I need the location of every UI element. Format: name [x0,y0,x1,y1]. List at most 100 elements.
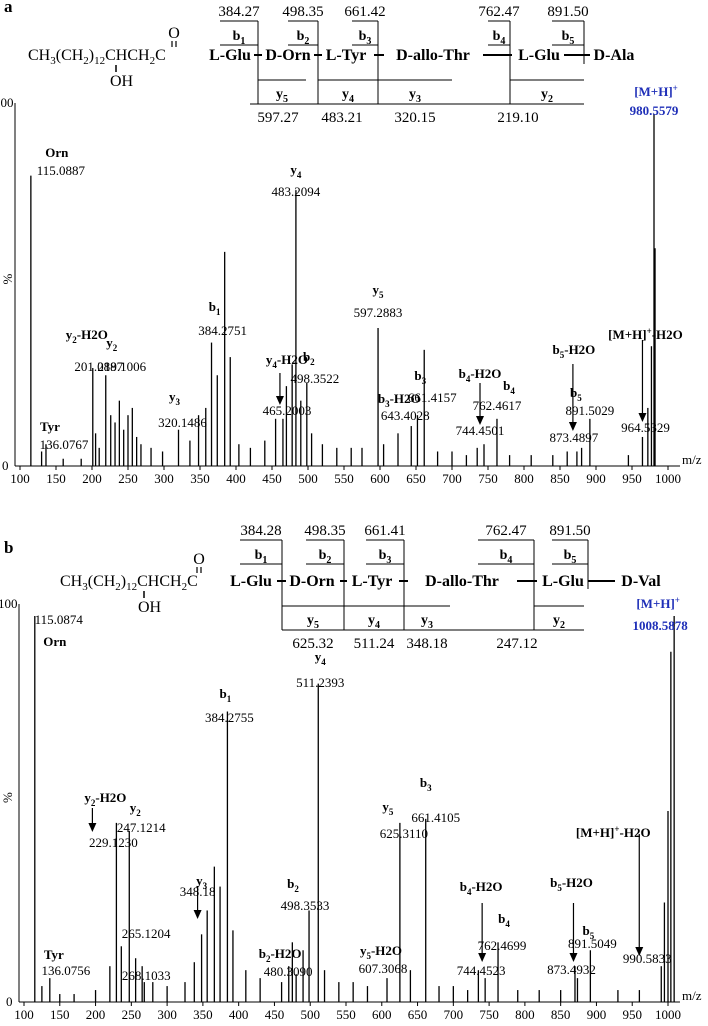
peak-ion-label: Tyr [44,947,64,962]
x-tick-label: 700 [442,471,462,486]
peak-mass-label: 661.4105 [411,810,460,825]
x-tick-label: 900 [587,1007,607,1022]
peak-ion-label: b3-H2O [378,391,421,409]
panel-label: b [4,538,13,557]
peak-arrow-head [193,910,202,919]
b-ion-label: b2 [319,548,332,566]
x-tick-label: 800 [515,1007,535,1022]
x-tick-label: 300 [157,1007,177,1022]
peak-ion-label: b5-H2O [550,875,593,893]
peak-mass-label: 247.1214 [117,820,166,835]
x-tick-label: 850 [551,1007,571,1022]
y-ion-mass: 511.24 [354,636,395,652]
fatty-acid-chain: CH3(CH2)12CHCH2C [28,47,166,67]
b-ion-mass: 498.35 [304,523,345,539]
peak-arrow-head [478,953,487,962]
peak-mass-label: 201.0887 [74,359,123,374]
b-ion-label: b3 [379,548,392,566]
peak-ion-label: b1 [209,299,221,317]
b-ion-label: b5 [562,29,575,47]
x-tick-label: 450 [265,1007,285,1022]
peak-ion-label: b5 [570,385,582,403]
y-ion-label: y2 [553,613,565,631]
peak-ion-label: y2-H2O [66,327,108,345]
b-ion-label: b5 [564,548,577,566]
b-ion-label: b1 [255,548,268,566]
x-tick-label: 250 [118,471,138,486]
panel-b: b CH3(CH2)12CHCH2C O OH L-Glu D-Orn L-Tyr D-all… [0,523,702,1022]
peak-mass-label: 384.2751 [198,323,247,338]
residue-4: D-allo-Thr [396,47,470,64]
x-axis-label: m/z [682,452,702,467]
peak-ion-label: y4 [290,162,302,180]
y-ion-label: y5 [276,87,288,105]
peak-mass-label: 762.4617 [473,398,522,413]
x-tick-label: 1000 [655,471,681,486]
peak-mass-label: 1008.5878 [633,618,689,633]
peak-ion-label: y5-H2O [360,943,402,961]
y-tick-0: 0 [6,994,13,1009]
peak-ion-label: b5 [582,923,594,941]
peak-ion-label: y2 [130,800,142,818]
peak-mass-label: 498.3522 [290,371,339,386]
peak-mass-label: 873.4932 [547,962,596,977]
peak-ion-label: [M+H]+ [636,595,680,611]
peak-mass-label: 744.4501 [456,423,505,438]
b-ion-label: b4 [500,548,513,566]
x-axis-label: m/z [682,988,702,1003]
peak-ion-label: y2 [106,335,118,353]
peak-ion-label: y3 [196,873,208,891]
residue-6: D-Ala [594,47,635,64]
y-ion-label: y5 [307,613,319,631]
x-tick-label: 800 [514,471,534,486]
residue-6: D-Val [621,573,661,590]
peak-ion-label: b3 [414,368,426,386]
peak-arrow-head [635,947,644,956]
y-ion-label: y4 [342,87,354,105]
peak-mass-label: 483.2094 [272,184,321,199]
hydroxyl-group: OH [138,599,162,616]
residue-1: L-Glu [230,573,272,590]
peak-mass-label: 136.0767 [40,437,89,452]
y-ion-mass: 247.12 [496,636,537,652]
peak-ion-label: b2 [303,349,315,367]
peak-mass-label: 498.3533 [281,898,330,913]
x-tick-label: 600 [370,471,390,486]
b-ion-label: b2 [297,29,310,47]
y-tick-0: 0 [2,458,9,473]
peak-mass-label: 964.5329 [621,420,670,435]
residue-4: D-allo-Thr [425,573,499,590]
peak-ion-label: [M+H]+-H2O [608,326,683,342]
y-ion-label: y4 [368,613,380,631]
peak-arrow-head [638,413,647,422]
peak-mass-label: 115.0887 [37,163,86,178]
peak-ion-label: Orn [43,634,67,649]
peak-ion-label: b4 [498,911,510,929]
y-ion-label: y3 [409,87,421,105]
x-tick-label: 900 [586,471,606,486]
carbonyl-oxygen: O [168,25,180,42]
peak-ion-label: y4-H2O [266,352,308,370]
peak-ion-label: b2-H2O [259,946,302,964]
y-ion-mass: 320.15 [394,110,435,126]
carbonyl-oxygen: O [193,551,205,568]
peak-arrow-head [275,396,284,405]
x-tick-label: 200 [86,1007,106,1022]
x-tick-label: 850 [550,471,570,486]
x-tick-label: 650 [408,1007,428,1022]
y-ion-mass: 483.21 [321,110,362,126]
peak-mass-label: 229.1230 [89,835,138,850]
peak-mass-label: 265.1204 [122,926,171,941]
x-tick-label: 650 [406,471,426,486]
peak-mass-label: 511.2393 [296,675,344,690]
peak-mass-label: 980.5579 [630,103,679,118]
peak-ion-label: y3 [169,389,181,407]
peak-ion-label: b5-H2O [553,342,596,360]
y-axis-label: % [0,274,15,285]
x-tick-label: 200 [82,471,102,486]
b-ion-label: b1 [233,29,246,47]
peak-mass-label: 744.4523 [457,963,506,978]
residue-3: L-Tyr [326,47,367,64]
residue-1: L-Glu [209,47,251,64]
y-tick-100: 100 [0,95,14,110]
